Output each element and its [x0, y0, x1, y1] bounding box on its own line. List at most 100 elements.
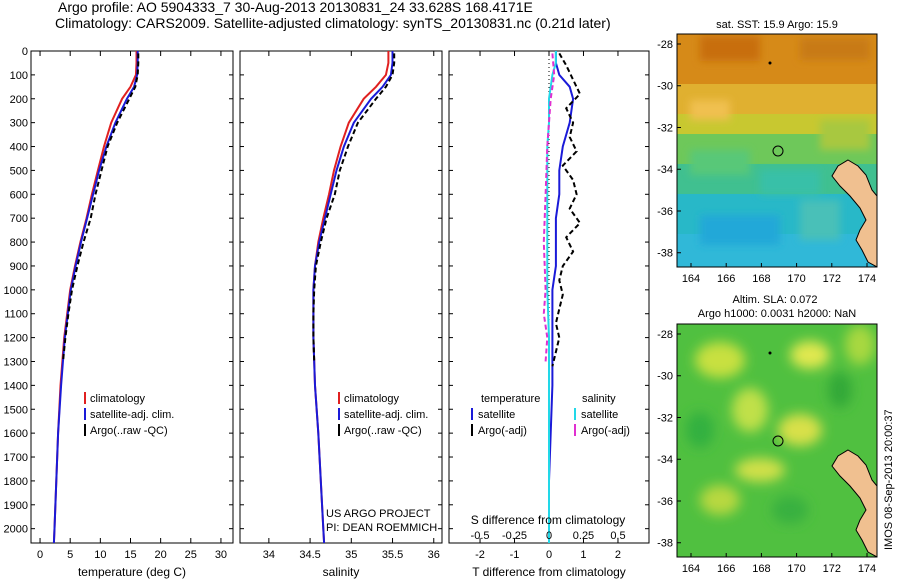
salinity-series: [312, 51, 396, 544]
x-tick-label: 0: [37, 549, 43, 561]
map-lon-label: 174: [858, 563, 876, 575]
map-lat-label: -32: [657, 122, 673, 134]
map-lon-label: 168: [752, 563, 770, 575]
map-lat-label: -30: [657, 371, 673, 383]
map-lat-label: -34: [657, 164, 673, 176]
x-tick-label: -2: [475, 549, 485, 561]
temperature-axis-label: temperature (deg C): [78, 565, 186, 579]
x-tick-label: 25: [185, 549, 197, 561]
map-lon-label: 166: [717, 273, 735, 285]
depth-tick-label: 1600: [4, 428, 28, 440]
legend-argo: Argo(..raw -QC): [344, 425, 422, 437]
title-line-2: Climatology: CARS2009. Satellite-adjuste…: [55, 15, 611, 31]
depth-tick-label: 200: [10, 94, 28, 106]
x-tick-label: 5: [67, 549, 73, 561]
t-difference-axis-label: T difference from climatology: [472, 565, 626, 579]
legend-climatology: climatology: [344, 393, 400, 405]
x-tick-label: 0: [546, 549, 552, 561]
series-line-0: [312, 51, 390, 544]
depth-tick-label: 1200: [4, 333, 28, 345]
x-tick-label: 34: [263, 549, 275, 561]
s-difference-ticks: -0.5 -0.25 0 0.25 0.5: [471, 530, 626, 542]
difference-axis: -2 -1 0 1 2: [449, 50, 649, 561]
x-tick-label: 10: [94, 549, 106, 561]
sst-coastline: [831, 159, 877, 267]
depth-tick-label: 100: [10, 70, 28, 82]
legend-t-satellite: satellite: [478, 409, 515, 421]
imos-credit: IMOS 08-Sep-2013 20:00:37: [883, 409, 895, 550]
sla-map-title-1: Altim. SLA: 0.072: [733, 294, 818, 306]
difference-panel: -2 -1 0 1 2 T difference from climatology S …: [448, 50, 650, 579]
depth-tick-label: 900: [10, 261, 28, 273]
sst-field: [677, 34, 877, 267]
sla-argo-marker: [772, 435, 784, 447]
depth-axis: 0 100 200 300 400 500 600 700 800 900 1000 1100 1200…: [4, 46, 28, 536]
map-lat-label: -28: [657, 329, 673, 341]
x-tick-label: 20: [155, 549, 167, 561]
sst-map: sat. SST: 15.9 Argo: 15.9: [657, 19, 878, 285]
map-lat-label: -28: [657, 39, 673, 51]
sst-map-title: sat. SST: 15.9 Argo: 15.9: [716, 19, 838, 31]
temperature-legend: climatology satellite-adj. clim. Argo(..…: [84, 392, 174, 437]
project-annotation: US ARGO PROJECT: [326, 508, 431, 520]
x-tick-label: 34.5: [299, 549, 320, 561]
x-tick-label: 35.5: [382, 549, 403, 561]
map-lat-label: -34: [657, 454, 673, 466]
title-line-1: Argo profile: AO 5904333_7 30-Aug-2013 2…: [58, 0, 533, 15]
map-lon-label: 172: [823, 563, 841, 575]
map-lat-label: -30: [657, 81, 673, 93]
map-lon-label: 170: [787, 563, 805, 575]
sla-coastline: [831, 449, 877, 557]
x-tick-label: 35: [345, 549, 357, 561]
depth-tick-label: 0: [22, 46, 28, 58]
sla-map: Altim. SLA: 0.072 Argo h1000: 0.0031 h20…: [657, 294, 878, 575]
x-tick-label: 15: [124, 549, 136, 561]
x-tick-label: 30: [215, 549, 227, 561]
legend-s-argo: Argo(-adj): [581, 425, 630, 437]
sla-island-marker: [768, 351, 772, 355]
series-line-2: [62, 53, 140, 362]
s-tick-label: -0.25: [502, 530, 527, 542]
depth-tick-label: 1800: [4, 476, 28, 488]
x-tick-label: 1: [580, 549, 586, 561]
pi-annotation: PI: DEAN ROEMMICH: [326, 522, 437, 534]
map-lat-label: -32: [657, 412, 673, 424]
legend-climatology: climatology: [90, 393, 146, 405]
legend-satellite: satellite-adj. clim.: [344, 409, 428, 421]
series-line-0: [52, 51, 138, 544]
sla-map-title-2: Argo h1000: 0.0031 h2000: NaN: [698, 308, 856, 320]
s-tick-label: 0: [546, 530, 552, 542]
sla-map-frame: [676, 323, 878, 558]
series-line-2: [312, 53, 396, 362]
depth-tick-label: 1100: [4, 309, 28, 321]
series-line-2: [546, 51, 557, 543]
depth-tick-label: 1900: [4, 500, 28, 512]
sst-island-marker: [768, 61, 772, 65]
depth-tick-label: 1300: [4, 356, 28, 368]
depth-tick-label: 1700: [4, 452, 28, 464]
map-lon-label: 166: [717, 563, 735, 575]
depth-tick-label: 1500: [4, 404, 28, 416]
map-lon-label: 174: [858, 273, 876, 285]
sst-argo-marker: [772, 145, 784, 157]
temperature-series: [52, 51, 140, 544]
s-tick-label: 0.5: [610, 530, 625, 542]
series-line-1: [551, 52, 582, 367]
sst-map-frame: [676, 33, 878, 268]
difference-legend: temperature salinity satellite Argo(-adj…: [471, 393, 630, 437]
depth-tick-label: 1000: [4, 285, 28, 297]
s-tick-label: -0.5: [471, 530, 490, 542]
series-line-1: [312, 51, 394, 544]
salinity-legend: climatology satellite-adj. clim. Argo(..…: [338, 392, 428, 437]
map-lat-label: -38: [657, 248, 673, 260]
map-lon-label: 170: [787, 273, 805, 285]
x-tick-label: 2: [615, 549, 621, 561]
sst-axes: -28 -30 -32 -34 -36 -38 164 166 168 170 172 174: [657, 39, 876, 285]
sla-field: [677, 324, 877, 557]
map-lat-label: -38: [657, 538, 673, 550]
depth-tick-label: 700: [10, 213, 28, 225]
depth-tick-label: 400: [10, 142, 28, 154]
legend-temperature-title: temperature: [481, 393, 540, 405]
x-tick-label: -1: [510, 549, 520, 561]
